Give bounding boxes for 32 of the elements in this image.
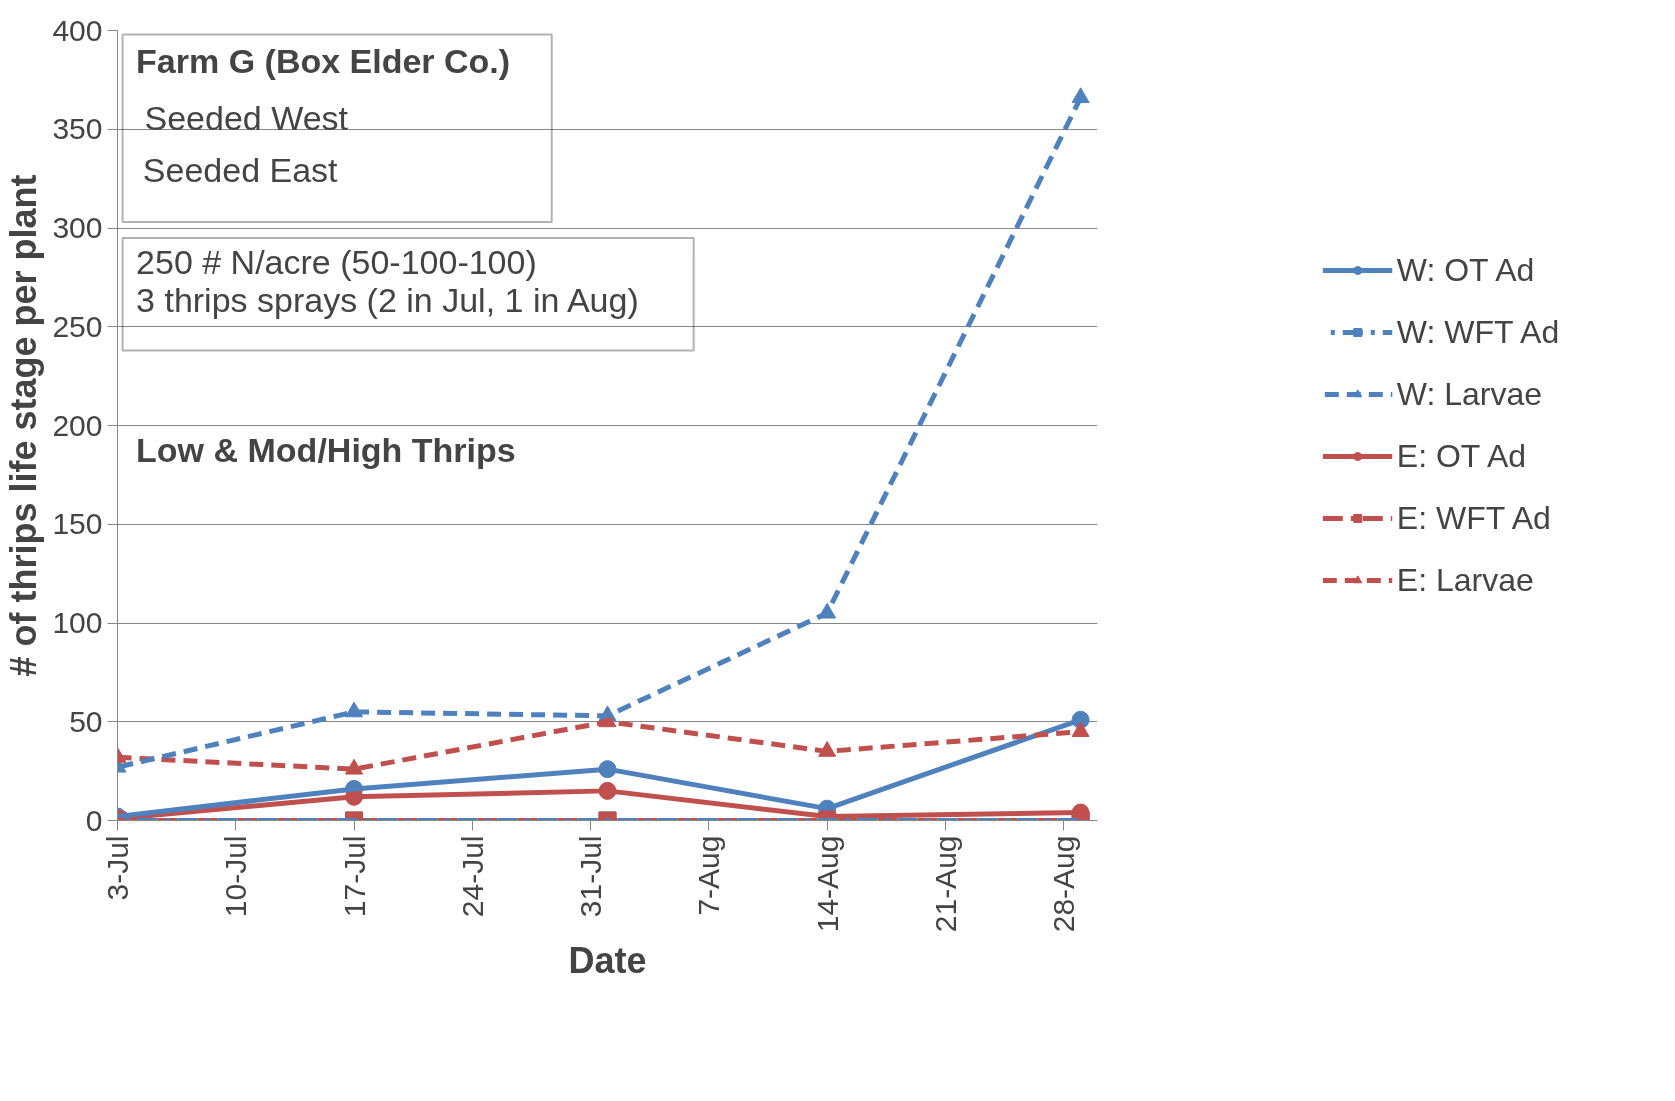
x-tick-label: 31-Jul	[574, 835, 608, 918]
x-axis-title: Date	[568, 940, 647, 982]
y-tick-label: 250	[52, 309, 103, 343]
annotation: 3 thrips sprays (2 in Jul, 1 in Aug)	[136, 280, 639, 319]
y-tick-label: 100	[52, 606, 103, 639]
x-tick-label: 14-Aug	[810, 835, 844, 933]
x-tick-label: 24-Jul	[455, 835, 489, 918]
annotation: Low & Mod/High Thrips	[136, 430, 516, 469]
annotation: 250 # N/acre (50-100-100)	[136, 243, 537, 282]
annotation: Seeded West	[144, 99, 349, 138]
legend-label: E: WFT Ad	[1396, 498, 1551, 538]
y-tick-label: 50	[69, 704, 103, 738]
y-tick-label: 400	[52, 13, 103, 47]
annotation: Farm G (Box Elder Co.)	[136, 41, 511, 80]
y-tick-label: 350	[52, 112, 103, 146]
legend-label: W: WFT Ad	[1396, 312, 1560, 352]
y-tick-label: 150	[52, 507, 103, 541]
y-tick-label: 0	[85, 803, 103, 837]
x-tick-label: 17-Jul	[337, 835, 371, 918]
x-tick-label: 21-Aug	[928, 835, 962, 933]
x-tick-label: 28-Aug	[1047, 835, 1081, 933]
legend-label: E: OT Ad	[1396, 436, 1527, 476]
legend-label: W: OT Ad	[1396, 250, 1535, 290]
legend-label: W: Larvae	[1396, 374, 1543, 414]
legend-label: E: Larvae	[1396, 560, 1534, 600]
y-tick-label: 200	[52, 408, 103, 442]
y-axis-title: # of thrips life stage per plant	[3, 174, 45, 677]
annotation: Seeded East	[142, 150, 339, 189]
y-tick-label: 300	[52, 211, 103, 244]
x-tick-label: 3-Jul	[101, 835, 134, 901]
x-tick-label: 7-Aug	[692, 835, 726, 916]
x-tick-label: 10-Jul	[219, 835, 253, 918]
